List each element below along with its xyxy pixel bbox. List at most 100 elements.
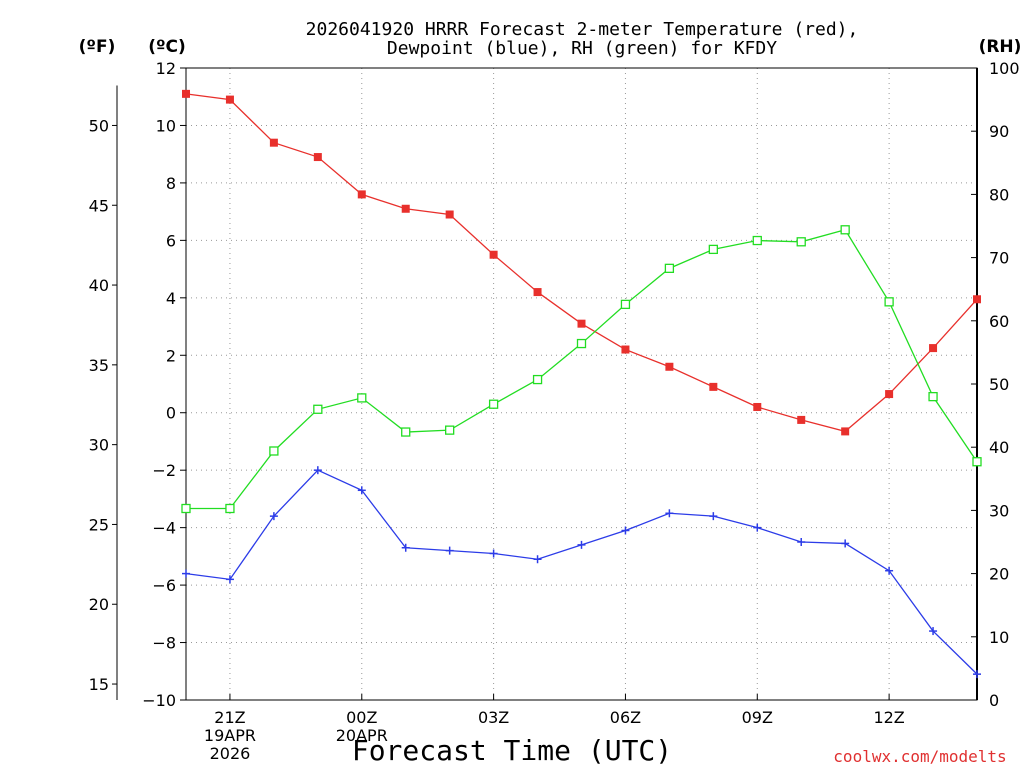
dewpoint-point bbox=[665, 509, 674, 518]
rh-tick-label: 0 bbox=[989, 691, 999, 710]
x-tick-label: 06Z bbox=[610, 708, 641, 727]
rh-unit-label: (RH) bbox=[979, 37, 1022, 57]
c-tick-label: −10 bbox=[142, 691, 176, 710]
f-tick-label: 40 bbox=[89, 276, 109, 295]
rh-point bbox=[840, 225, 850, 235]
temperature-point bbox=[269, 138, 278, 147]
dewpoint-point bbox=[269, 512, 278, 521]
rh-point bbox=[532, 374, 543, 385]
dewpoint-point bbox=[709, 512, 718, 521]
rh-point bbox=[488, 399, 499, 409]
dewpoint-point bbox=[885, 566, 894, 575]
temperature-point bbox=[973, 295, 981, 304]
temperature-point bbox=[841, 427, 850, 436]
rh-point bbox=[401, 427, 411, 437]
temperature-point bbox=[621, 345, 630, 354]
x-tick-label: 12Z bbox=[873, 708, 904, 727]
series-line-relative-humidity bbox=[186, 229, 978, 510]
rh-point bbox=[796, 237, 806, 247]
rh-point bbox=[181, 503, 191, 514]
rh-tick-label: 30 bbox=[989, 501, 1009, 520]
f-tick-label: 45 bbox=[89, 196, 109, 215]
rh-tick-label: 40 bbox=[989, 438, 1009, 457]
chart-title-line2: Dewpoint (blue), RH (green) for KFDY bbox=[387, 38, 777, 59]
rh-point bbox=[357, 393, 367, 403]
rh-point bbox=[445, 425, 455, 435]
f-tick-label: 35 bbox=[89, 356, 109, 375]
c-tick-label: −8 bbox=[152, 634, 176, 653]
chart-title-line1: 2026041920 HRRR Forecast 2-meter Tempera… bbox=[306, 19, 859, 40]
rh-tick-label: 20 bbox=[989, 565, 1009, 584]
dewpoint-point bbox=[225, 575, 234, 584]
rh-point bbox=[664, 263, 675, 273]
temperature-point bbox=[665, 362, 674, 371]
credit-text: coolwx.com/modelts bbox=[833, 747, 1006, 766]
rh-point bbox=[972, 457, 982, 467]
rh-tick-label: 70 bbox=[989, 249, 1009, 268]
rh-tick-label: 100 bbox=[989, 59, 1020, 78]
c-tick-label: 8 bbox=[166, 174, 176, 193]
dewpoint-point bbox=[797, 538, 806, 546]
temperature-point bbox=[797, 415, 806, 424]
rh-point bbox=[752, 235, 762, 246]
rh-tick-label: 10 bbox=[989, 628, 1009, 647]
f-tick-label: 50 bbox=[89, 116, 109, 135]
c-tick-label: −4 bbox=[152, 519, 176, 538]
dewpoint-point bbox=[357, 486, 366, 495]
dewpoint-point bbox=[929, 627, 938, 636]
rh-point bbox=[225, 503, 235, 514]
temperature-point bbox=[753, 402, 762, 411]
dewpoint-point bbox=[313, 466, 322, 475]
temperature-point bbox=[533, 288, 542, 297]
rh-tick-label: 60 bbox=[989, 312, 1009, 331]
plot-frame bbox=[185, 67, 978, 701]
c-tick-label: −6 bbox=[152, 576, 176, 595]
x-tick-label: 21Z bbox=[214, 708, 245, 727]
c-tick-label: 6 bbox=[166, 231, 176, 250]
fahrenheit-unit-label: (ºF) bbox=[79, 37, 116, 57]
dewpoint-point bbox=[489, 549, 498, 558]
dewpoint-point bbox=[753, 523, 762, 532]
x-tick-label: 03Z bbox=[478, 708, 509, 727]
temperature-point bbox=[225, 95, 234, 104]
rh-point bbox=[884, 297, 894, 307]
series-layer bbox=[181, 89, 982, 679]
c-tick-label: 2 bbox=[166, 346, 176, 365]
x-tick-label: 09Z bbox=[742, 708, 773, 727]
rh-point bbox=[928, 391, 938, 402]
f-tick-label: 25 bbox=[89, 515, 109, 534]
dewpoint-point bbox=[445, 546, 454, 555]
c-tick-label: 12 bbox=[156, 59, 176, 78]
rh-tick-label: 90 bbox=[989, 122, 1009, 141]
celsius-unit-label: (ºC) bbox=[148, 37, 186, 57]
temperature-point bbox=[445, 210, 454, 219]
c-tick-label: −2 bbox=[152, 461, 176, 480]
dewpoint-point bbox=[533, 555, 542, 564]
series-line-dewpoint bbox=[185, 469, 978, 675]
f-tick-label: 30 bbox=[89, 436, 109, 455]
dewpoint-point bbox=[182, 569, 190, 578]
dewpoint-point bbox=[401, 543, 410, 552]
gridlines bbox=[186, 68, 977, 700]
x-axis-label: Forecast Time (UTC) bbox=[352, 734, 672, 767]
temperature-point bbox=[929, 344, 938, 353]
x-tick-label: 2026 bbox=[210, 744, 251, 763]
c-tick-label: 10 bbox=[156, 116, 176, 135]
temperature-point bbox=[577, 319, 586, 328]
rh-tick-label: 50 bbox=[989, 375, 1009, 394]
temperature-point bbox=[489, 250, 498, 259]
temperature-point bbox=[313, 153, 322, 162]
c-tick-label: 4 bbox=[166, 289, 176, 308]
series-line-2-meter-temperature bbox=[185, 93, 978, 433]
rh-point bbox=[708, 244, 718, 255]
x-tick-label: 19APR bbox=[204, 726, 256, 745]
temperature-point bbox=[357, 190, 366, 199]
rh-point bbox=[620, 299, 631, 310]
rh-point bbox=[269, 446, 279, 456]
c-tick-label: 0 bbox=[166, 404, 176, 423]
rh-point bbox=[576, 338, 587, 349]
dewpoint-point bbox=[973, 670, 981, 679]
dewpoint-point bbox=[841, 539, 850, 548]
temperature-point bbox=[182, 89, 190, 98]
